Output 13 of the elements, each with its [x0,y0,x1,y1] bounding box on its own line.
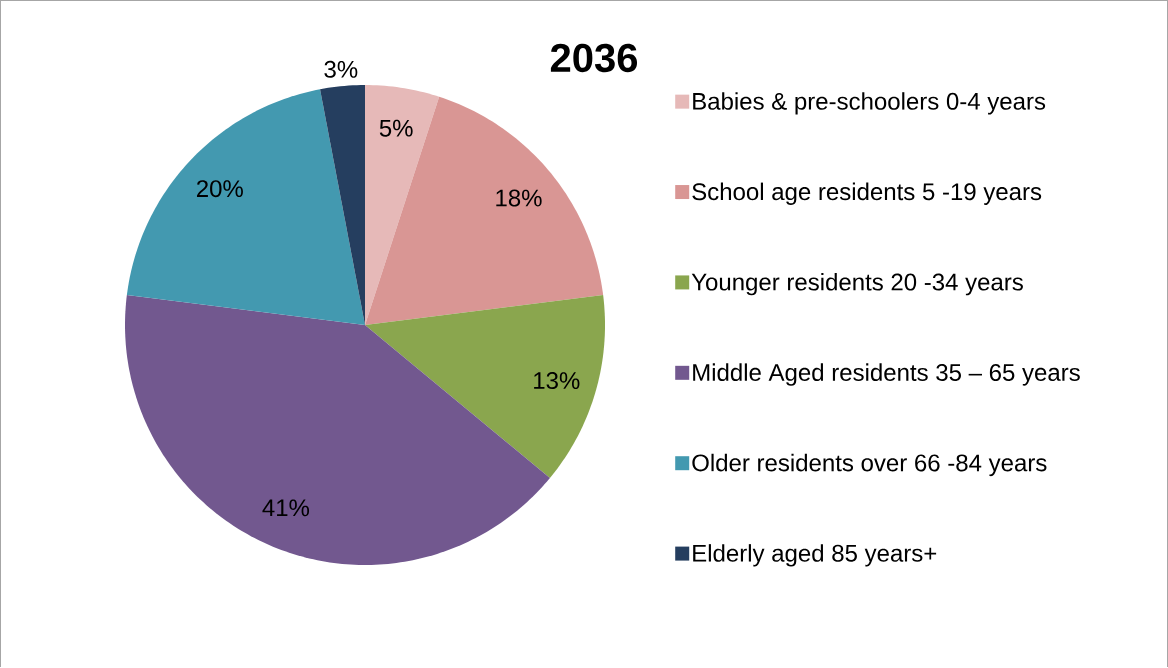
legend-label: Older residents over 66 -84 years [692,454,1047,477]
data-label: 5% [379,120,413,137]
data-label: 3% [324,61,358,79]
legend-label: Babies & pre-schoolers 0-4 years [693,92,1046,115]
legend-label: Elderly aged 85 years+ [693,544,937,567]
data-label: 18% [496,189,542,207]
data-label: 20% [196,180,243,198]
data-label: 41% [262,499,310,517]
legend-label: Younger residents 20 -34 years [691,273,1023,296]
legend-label: Middle Aged residents 35 – 65 years [693,363,1080,386]
data-label: 13% [534,372,580,390]
legend-label: School age residents 5 -19 years [692,182,1042,206]
chart-title: 2036 [550,44,638,73]
